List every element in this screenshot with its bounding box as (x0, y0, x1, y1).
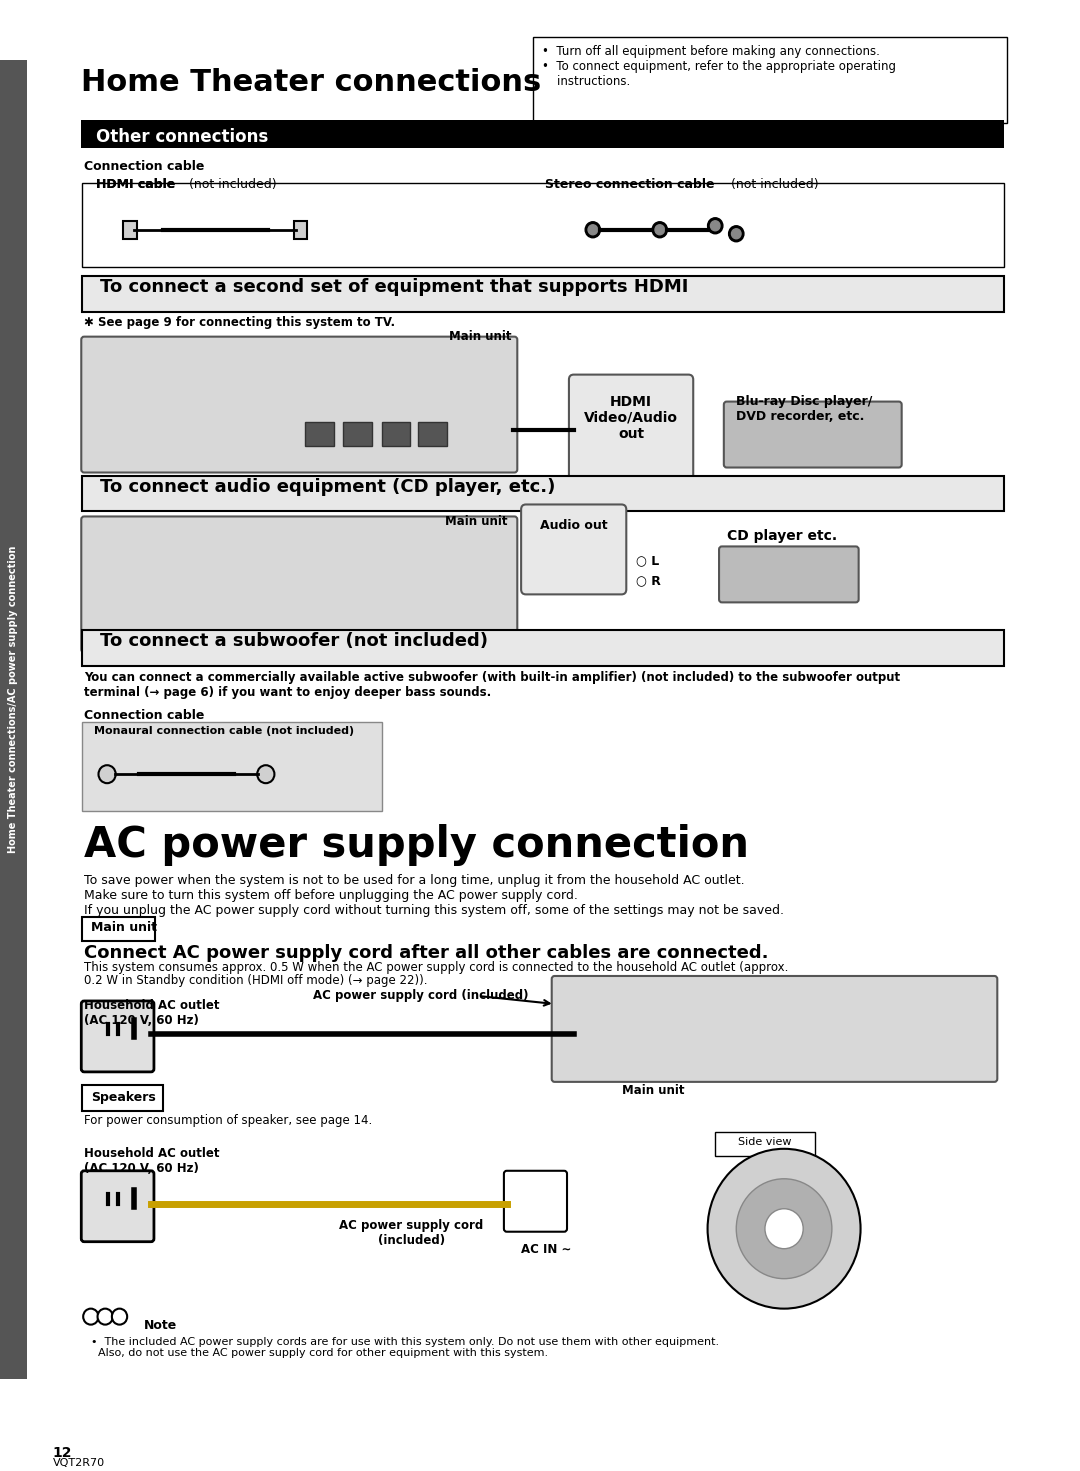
Text: Side view: Side view (739, 1137, 792, 1147)
FancyBboxPatch shape (343, 422, 372, 446)
Circle shape (97, 1309, 112, 1324)
Text: Make sure to turn this system off before unplugging the AC power supply cord.: Make sure to turn this system off before… (84, 888, 578, 902)
Circle shape (112, 1309, 127, 1324)
FancyBboxPatch shape (719, 546, 859, 602)
Text: This system consumes approx. 0.5 W when the AC power supply cord is connected to: This system consumes approx. 0.5 W when … (84, 961, 788, 974)
Circle shape (707, 218, 723, 234)
Text: To save power when the system is not to be used for a long time, unplug it from : To save power when the system is not to … (84, 874, 745, 887)
FancyBboxPatch shape (504, 1171, 567, 1231)
Text: (not included): (not included) (727, 178, 819, 191)
Text: Home Theater connections/AC power supply connection: Home Theater connections/AC power supply… (9, 546, 18, 853)
Text: Stereo connection cable: Stereo connection cable (545, 178, 715, 191)
FancyBboxPatch shape (418, 422, 446, 446)
Text: ✱ See page 9 for connecting this system to TV.: ✱ See page 9 for connecting this system … (84, 316, 395, 328)
Circle shape (98, 765, 116, 783)
Text: Monaural connection cable (not included): Monaural connection cable (not included) (94, 727, 354, 737)
FancyBboxPatch shape (569, 375, 693, 484)
Text: AC power supply connection: AC power supply connection (84, 824, 750, 866)
Text: Connection: Connection (31, 460, 44, 538)
FancyBboxPatch shape (123, 221, 137, 238)
Circle shape (257, 765, 274, 783)
Text: •  Turn off all equipment before making any connections.: • Turn off all equipment before making a… (542, 46, 880, 57)
Circle shape (652, 222, 667, 238)
Text: HDMI
Video/Audio
out: HDMI Video/Audio out (584, 394, 678, 441)
FancyBboxPatch shape (724, 402, 902, 468)
FancyBboxPatch shape (81, 337, 517, 472)
Text: To connect a subwoofer (not included): To connect a subwoofer (not included) (100, 633, 488, 650)
FancyBboxPatch shape (82, 916, 154, 941)
FancyBboxPatch shape (82, 275, 1004, 312)
FancyBboxPatch shape (294, 221, 307, 238)
Circle shape (731, 229, 741, 238)
Circle shape (83, 1309, 98, 1324)
FancyBboxPatch shape (0, 60, 27, 1378)
FancyBboxPatch shape (522, 505, 626, 594)
Text: Home Theater connections: Home Theater connections (81, 68, 541, 97)
FancyBboxPatch shape (715, 1131, 814, 1156)
Text: HDMI cable: HDMI cable (96, 178, 175, 191)
FancyBboxPatch shape (532, 37, 1007, 124)
Text: AC IN ∼: AC IN ∼ (522, 1243, 571, 1256)
FancyBboxPatch shape (381, 422, 410, 446)
Text: 0.2 W in Standby condition (HDMI off mode) (→ page 22)).: 0.2 W in Standby condition (HDMI off mod… (84, 974, 428, 987)
Text: Speakers: Speakers (91, 1091, 156, 1103)
Text: Note: Note (144, 1318, 177, 1331)
Circle shape (588, 225, 597, 235)
Text: CD player etc.: CD player etc. (727, 530, 837, 543)
Text: 12: 12 (53, 1446, 72, 1461)
Bar (81, 119, 1004, 149)
Text: Connection cable: Connection cable (84, 160, 204, 172)
Circle shape (737, 1178, 832, 1278)
Text: Main unit: Main unit (91, 921, 157, 934)
FancyBboxPatch shape (81, 1171, 154, 1242)
Text: VQT2R70: VQT2R70 (53, 1458, 105, 1468)
Text: Household AC outlet
(AC 120 V, 60 Hz): Household AC outlet (AC 120 V, 60 Hz) (84, 999, 219, 1027)
Circle shape (585, 222, 600, 238)
Circle shape (707, 1149, 861, 1309)
Text: AC power supply cord
(included): AC power supply cord (included) (339, 1219, 483, 1247)
Text: (not included): (not included) (186, 178, 278, 191)
Text: Main unit: Main unit (621, 1084, 684, 1097)
Text: ○ R: ○ R (636, 574, 661, 587)
FancyBboxPatch shape (82, 1327, 918, 1381)
Circle shape (765, 1209, 804, 1249)
Text: To connect a second set of equipment that supports HDMI: To connect a second set of equipment tha… (100, 278, 689, 296)
FancyBboxPatch shape (81, 516, 517, 652)
Text: Household AC outlet
(AC 120 V, 60 Hz): Household AC outlet (AC 120 V, 60 Hz) (84, 1147, 219, 1175)
Text: Blu-ray Disc player/
DVD recorder, etc.: Blu-ray Disc player/ DVD recorder, etc. (737, 394, 873, 422)
Text: Main unit: Main unit (445, 515, 508, 528)
FancyBboxPatch shape (82, 475, 1004, 512)
Circle shape (654, 225, 664, 235)
Text: Other connections: Other connections (96, 128, 268, 146)
Circle shape (729, 225, 744, 241)
Text: Main unit: Main unit (449, 330, 512, 343)
FancyBboxPatch shape (305, 422, 334, 446)
Text: •  To connect equipment, refer to the appropriate operating
    instructions.: • To connect equipment, refer to the app… (542, 60, 896, 88)
Circle shape (711, 221, 720, 231)
Text: ○ L: ○ L (636, 555, 659, 568)
FancyBboxPatch shape (81, 1000, 154, 1072)
Text: Connect AC power supply cord after all other cables are connected.: Connect AC power supply cord after all o… (84, 944, 769, 962)
FancyBboxPatch shape (82, 722, 382, 811)
FancyBboxPatch shape (82, 631, 1004, 666)
FancyBboxPatch shape (82, 1086, 163, 1111)
Text: AC power supply cord (included): AC power supply cord (included) (313, 989, 528, 1002)
Text: •  The included AC power supply cords are for use with this system only. Do not : • The included AC power supply cords are… (84, 1337, 719, 1358)
FancyBboxPatch shape (82, 182, 1004, 266)
Text: To connect audio equipment (CD player, etc.): To connect audio equipment (CD player, e… (100, 478, 556, 496)
Text: For power consumption of speaker, see page 14.: For power consumption of speaker, see pa… (84, 1114, 373, 1127)
Text: If you unplug the AC power supply cord without turning this system off, some of : If you unplug the AC power supply cord w… (84, 905, 784, 916)
Text: You can connect a commercially available active subwoofer (with built-in amplifi: You can connect a commercially available… (84, 671, 901, 699)
Text: Audio out: Audio out (540, 519, 608, 533)
Text: HDMI cable: HDMI cable (96, 178, 175, 191)
FancyBboxPatch shape (552, 975, 997, 1081)
Text: Connection cable: Connection cable (84, 709, 204, 722)
